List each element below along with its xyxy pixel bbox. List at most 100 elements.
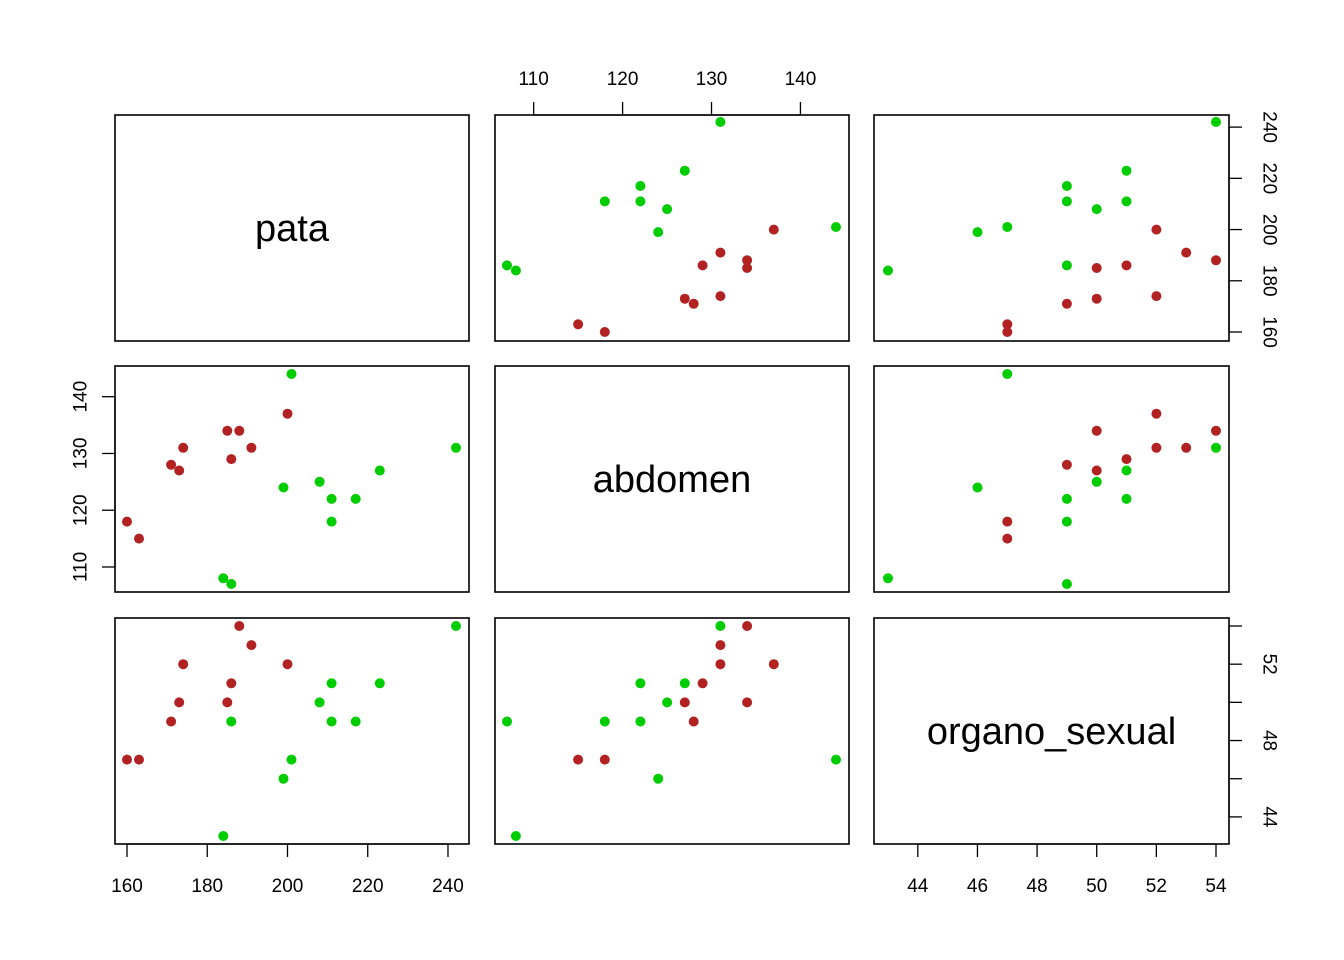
point-pata-vs-organo_sexual-g0-8 bbox=[1181, 247, 1192, 258]
diagonal-label-abdomen: abdomen bbox=[593, 459, 751, 501]
point-pata-vs-abdomen-g1-5 bbox=[635, 196, 646, 207]
point-organo_sexual-vs-abdomen-g0-8 bbox=[715, 640, 726, 651]
tick-label-pata-160: 160 bbox=[1259, 316, 1280, 348]
panel-pata-vs-abdomen bbox=[494, 114, 850, 342]
panel-pata-vs-pata bbox=[114, 114, 470, 342]
point-organo_sexual-vs-pata-g0-6 bbox=[226, 678, 237, 689]
tick-label-pata-240: 240 bbox=[432, 876, 464, 897]
tick-label-organo_sexual-right-44: 44 bbox=[1259, 806, 1280, 828]
point-abdomen-vs-pata-g1-3 bbox=[286, 369, 297, 379]
point-abdomen-vs-pata-g0-5 bbox=[222, 425, 233, 436]
tick-label-pata-180: 180 bbox=[1259, 265, 1280, 297]
point-abdomen-vs-organo_sexual-g0-1 bbox=[1002, 533, 1013, 544]
point-organo_sexual-vs-abdomen-g0-0 bbox=[599, 754, 610, 765]
panel-abdomen-vs-pata bbox=[114, 365, 470, 593]
point-pata-vs-organo_sexual-g0-6 bbox=[1121, 260, 1132, 271]
point-abdomen-vs-pata-g0-6 bbox=[226, 454, 237, 465]
tick-label-organo_sexual-54: 54 bbox=[1205, 876, 1227, 897]
point-pata-vs-organo_sexual-g0-4 bbox=[1151, 291, 1162, 302]
point-pata-vs-abdomen-g0-3 bbox=[679, 293, 690, 304]
tick-label-organo_sexual-right-52: 52 bbox=[1259, 654, 1280, 675]
point-pata-vs-abdomen-g0-7 bbox=[742, 255, 753, 266]
point-organo_sexual-vs-pata-g1-5 bbox=[326, 678, 337, 689]
point-abdomen-vs-pata-g1-6 bbox=[326, 516, 337, 527]
point-pata-vs-organo_sexual-g1-0 bbox=[883, 265, 893, 276]
point-organo_sexual-vs-pata-g0-9 bbox=[282, 659, 293, 670]
point-abdomen-vs-organo_sexual-g1-8 bbox=[1121, 465, 1132, 476]
point-organo_sexual-vs-pata-g0-7 bbox=[234, 621, 245, 631]
point-pata-vs-organo_sexual-g0-9 bbox=[1151, 224, 1162, 235]
point-pata-vs-organo_sexual-g1-2 bbox=[972, 227, 983, 238]
point-abdomen-vs-organo_sexual-g0-5 bbox=[1091, 425, 1102, 436]
point-abdomen-vs-organo_sexual-g0-8 bbox=[1181, 442, 1192, 453]
point-pata-vs-abdomen-g0-5 bbox=[742, 263, 753, 273]
point-organo_sexual-vs-pata-g0-2 bbox=[166, 716, 177, 727]
tick-label-organo_sexual-46: 46 bbox=[967, 876, 988, 897]
point-pata-vs-abdomen-g1-3 bbox=[831, 222, 841, 232]
point-abdomen-vs-pata-g1-8 bbox=[374, 465, 385, 476]
point-abdomen-vs-organo_sexual-g1-7 bbox=[1061, 493, 1072, 504]
tick-label-abdomen-120: 120 bbox=[71, 494, 92, 526]
point-organo_sexual-vs-abdomen-g0-6 bbox=[697, 678, 708, 689]
panel-organo_sexual-vs-pata bbox=[114, 617, 470, 845]
point-abdomen-vs-pata-g1-4 bbox=[314, 476, 325, 487]
tick-label-abdomen-110: 110 bbox=[71, 552, 92, 582]
point-organo_sexual-vs-pata-g1-0 bbox=[218, 831, 229, 841]
point-pata-vs-abdomen-g1-7 bbox=[635, 181, 646, 191]
point-pata-vs-organo_sexual-g0-2 bbox=[1061, 298, 1072, 309]
point-organo_sexual-vs-abdomen-g0-1 bbox=[573, 754, 584, 765]
point-abdomen-vs-pata-g0-4 bbox=[178, 442, 189, 453]
point-pata-vs-organo_sexual-g0-3 bbox=[1091, 293, 1102, 304]
panel-abdomen-vs-abdomen bbox=[494, 365, 850, 593]
point-organo_sexual-vs-pata-g1-2 bbox=[278, 773, 289, 784]
point-abdomen-vs-organo_sexual-g0-2 bbox=[1061, 459, 1072, 470]
point-organo_sexual-vs-abdomen-g1-7 bbox=[635, 716, 646, 727]
points-layer bbox=[122, 117, 1221, 841]
point-abdomen-vs-pata-g0-8 bbox=[246, 442, 257, 453]
panel-abdomen-vs-organo_sexual bbox=[873, 365, 1230, 593]
tick-label-abdomen-120: 120 bbox=[607, 69, 639, 90]
point-pata-vs-organo_sexual-g0-1 bbox=[1002, 319, 1013, 330]
point-organo_sexual-vs-abdomen-g1-0 bbox=[510, 831, 521, 841]
tick-label-abdomen-140: 140 bbox=[785, 69, 817, 90]
diagonal-label-organo_sexual: organo_sexual bbox=[927, 711, 1176, 753]
point-pata-vs-abdomen-g1-1 bbox=[502, 260, 512, 271]
point-pata-vs-abdomen-g0-1 bbox=[573, 319, 584, 330]
point-abdomen-vs-organo_sexual-g0-4 bbox=[1151, 442, 1162, 453]
tick-label-pata-180: 180 bbox=[191, 876, 223, 897]
point-pata-vs-organo_sexual-g0-0 bbox=[1002, 327, 1013, 337]
point-abdomen-vs-organo_sexual-g0-0 bbox=[1002, 516, 1013, 527]
point-organo_sexual-vs-pata-g1-8 bbox=[374, 678, 385, 689]
point-abdomen-vs-organo_sexual-g0-7 bbox=[1211, 425, 1221, 436]
tick-label-pata-220: 220 bbox=[352, 876, 384, 897]
diagonal-labels-layer: pata abdomen organo_sexual bbox=[255, 208, 1176, 753]
point-organo_sexual-vs-pata-g0-0 bbox=[122, 754, 132, 765]
point-pata-vs-abdomen-g0-2 bbox=[688, 298, 699, 309]
panel-pata-vs-organo_sexual bbox=[873, 114, 1230, 342]
point-abdomen-vs-pata-g1-9 bbox=[451, 442, 461, 453]
point-abdomen-vs-organo_sexual-g1-5 bbox=[1121, 493, 1132, 504]
point-organo_sexual-vs-abdomen-g1-4 bbox=[662, 697, 673, 708]
tick-label-organo_sexual-52: 52 bbox=[1146, 876, 1167, 897]
point-abdomen-vs-organo_sexual-g1-1 bbox=[1061, 579, 1072, 589]
point-pata-vs-abdomen-g1-9 bbox=[715, 117, 726, 127]
point-abdomen-vs-pata-g0-0 bbox=[122, 516, 132, 527]
point-pata-vs-abdomen-g1-0 bbox=[510, 265, 521, 276]
point-organo_sexual-vs-abdomen-g1-5 bbox=[635, 678, 646, 689]
point-organo_sexual-vs-abdomen-g1-3 bbox=[831, 754, 841, 765]
point-pata-vs-abdomen-g0-4 bbox=[715, 291, 726, 302]
point-abdomen-vs-organo_sexual-g1-6 bbox=[1061, 516, 1072, 527]
tick-label-pata-240: 240 bbox=[1259, 111, 1280, 143]
tick-label-abdomen-130: 130 bbox=[696, 69, 728, 90]
point-organo_sexual-vs-pata-g1-6 bbox=[326, 716, 337, 727]
point-pata-vs-organo_sexual-g0-5 bbox=[1091, 263, 1102, 273]
point-organo_sexual-vs-abdomen-g1-9 bbox=[715, 621, 726, 631]
point-organo_sexual-vs-pata-g1-9 bbox=[451, 621, 461, 631]
point-organo_sexual-vs-pata-g1-7 bbox=[350, 716, 361, 727]
point-abdomen-vs-pata-g1-1 bbox=[226, 579, 237, 589]
point-pata-vs-organo_sexual-g1-8 bbox=[1121, 165, 1132, 176]
tick-label-organo_sexual-right-48: 48 bbox=[1259, 730, 1280, 751]
axes-layer: 110 120 130 140 160 180 200 220 240 44 46 48 50 52 54 1… bbox=[71, 69, 1280, 897]
point-abdomen-vs-organo_sexual-g1-2 bbox=[972, 482, 983, 493]
